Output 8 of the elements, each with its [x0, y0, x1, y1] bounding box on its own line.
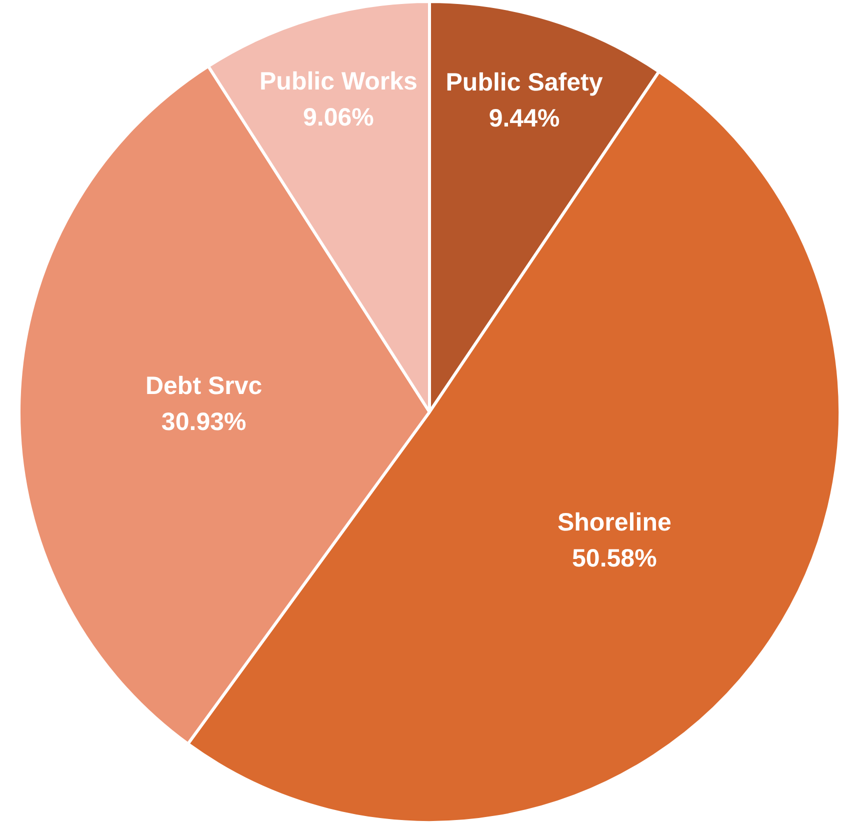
slice-label: Shoreline [557, 508, 672, 536]
data-label: 30.93% [161, 408, 246, 436]
data-label: 9.06% [303, 104, 374, 132]
slice-label: Debt Srvc [145, 372, 262, 400]
data-label: 50.58% [572, 544, 657, 572]
slice-label: Public Works [259, 68, 418, 96]
data-label: 9.44% [488, 104, 560, 133]
slice-label: Public Safety [446, 68, 603, 97]
